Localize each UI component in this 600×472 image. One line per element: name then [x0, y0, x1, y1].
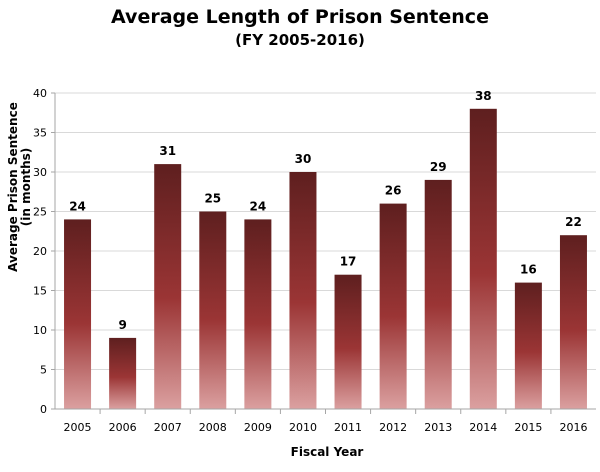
gridlines: [55, 92, 596, 370]
y-tick-label: 20: [33, 245, 47, 258]
x-axis-ticks: 2005 2006 2007 2008 2009 2010 2011 2012 2013 2014…: [64, 409, 587, 434]
y-axis-title-line1: Average Prison Sentence: [6, 102, 20, 272]
value-label-2015: 16: [520, 263, 537, 277]
y-axis-title-line2: (in months): [19, 148, 33, 227]
value-label-2014: 38: [475, 89, 492, 103]
y-axis-ticks: 0 5 10 15 20 25 30 35 40: [33, 87, 55, 416]
y-tick-label: 15: [33, 285, 47, 298]
x-tick-label-2009: 2009: [244, 421, 272, 434]
bar-2011: [334, 274, 362, 409]
chart-title: Average Length of Prison Sentence: [111, 6, 489, 28]
y-axis-title: Average Prison Sentence (in months): [6, 102, 33, 272]
value-label-2005: 24: [69, 199, 86, 213]
bar-2015: [514, 282, 542, 409]
value-label-2007: 31: [159, 144, 176, 158]
bar-2009: [244, 219, 272, 409]
value-label-2011: 17: [340, 255, 357, 269]
value-label-2006: 9: [118, 318, 126, 332]
bar-2006: [109, 337, 137, 409]
y-tick-label: 5: [40, 364, 47, 377]
bar-2008: [199, 211, 227, 409]
y-tick-label: 10: [33, 324, 47, 337]
x-tick-label-2013: 2013: [424, 421, 452, 434]
x-tick-label-2008: 2008: [199, 421, 227, 434]
x-tick-label-2006: 2006: [109, 421, 137, 434]
bar-2005: [64, 219, 92, 409]
y-tick-label: 30: [33, 166, 47, 179]
value-label-2016: 22: [565, 215, 582, 229]
x-axis-title: Fiscal Year: [291, 445, 364, 459]
value-label-2012: 26: [385, 184, 402, 198]
bar-2012: [379, 203, 407, 409]
value-label-2009: 24: [250, 199, 267, 213]
x-tick-label-2016: 2016: [559, 421, 587, 434]
x-tick-label-2010: 2010: [289, 421, 317, 434]
y-tick-label: 0: [40, 403, 47, 416]
y-tick-label: 25: [33, 206, 47, 219]
bar-2007: [154, 164, 182, 409]
bar-2010: [289, 172, 317, 409]
x-tick-label-2005: 2005: [64, 421, 92, 434]
value-label-2013: 29: [430, 160, 447, 174]
x-tick-label-2012: 2012: [379, 421, 407, 434]
x-tick-label-2011: 2011: [334, 421, 362, 434]
bar-2016: [559, 235, 587, 409]
bar-2014: [469, 108, 497, 410]
bars: [64, 108, 587, 410]
value-labels: 24 9 31 25 24 30 17 26 29 38 16 22: [69, 89, 582, 332]
bar-2013: [424, 179, 452, 409]
chart-subtitle: (FY 2005-2016): [235, 31, 365, 49]
value-label-2010: 30: [295, 152, 312, 166]
x-tick-label-2014: 2014: [469, 421, 497, 434]
y-tick-label: 35: [33, 127, 47, 140]
value-label-2008: 25: [204, 192, 221, 206]
x-tick-label-2015: 2015: [514, 421, 542, 434]
y-tick-label: 40: [33, 87, 47, 100]
x-tick-label-2007: 2007: [154, 421, 182, 434]
